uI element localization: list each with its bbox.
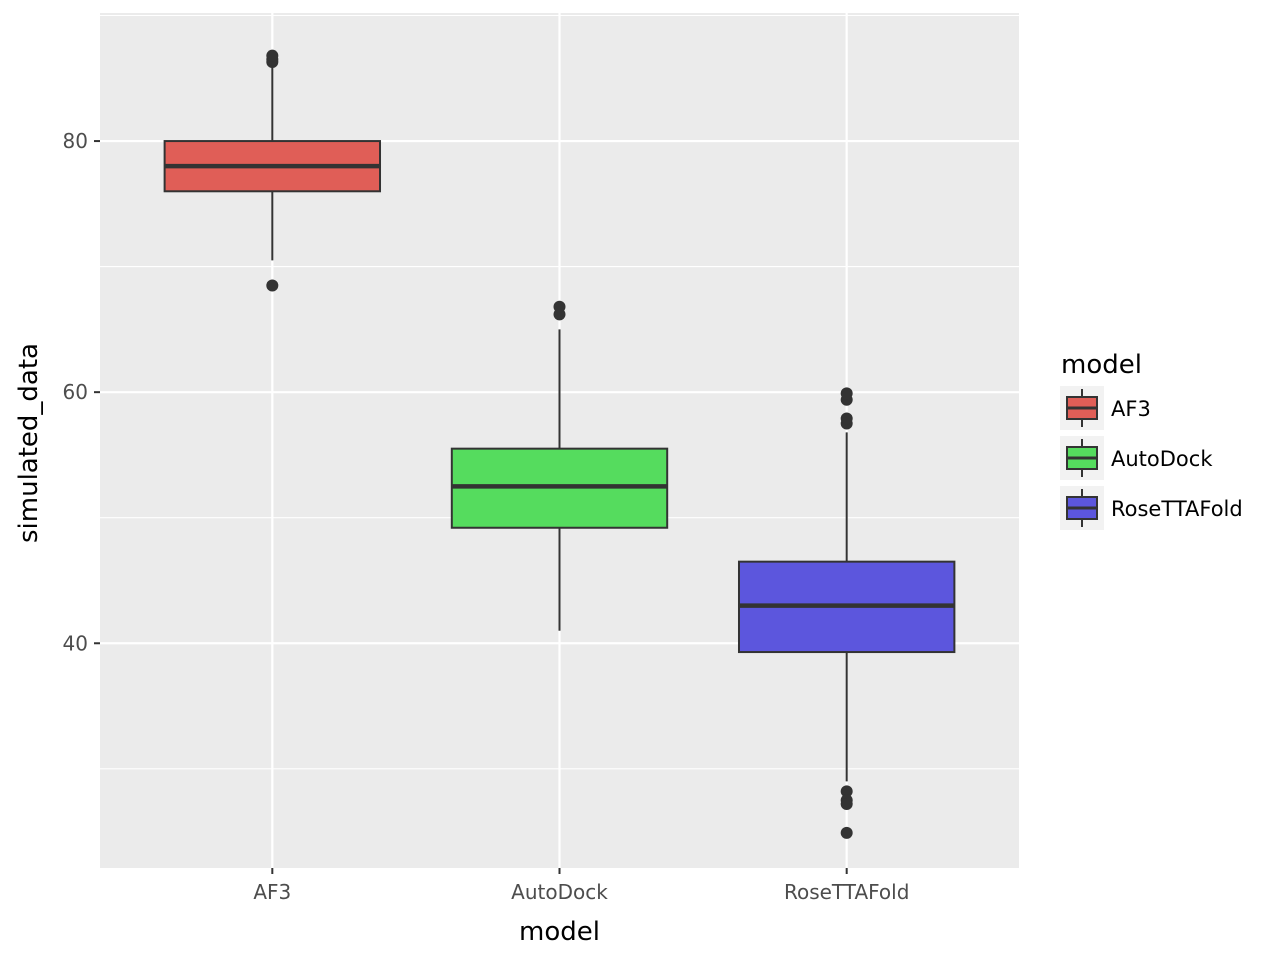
x-axis-title: model: [519, 917, 600, 947]
boxes-layer: [163, 49, 956, 839]
box-af3: [163, 49, 382, 292]
x-tick-label: RoseTTAFold: [784, 880, 909, 904]
y-axis: 40 60 80: [63, 129, 100, 655]
y-tick-label: 40: [63, 631, 88, 655]
legend-label: AutoDock: [1111, 447, 1213, 471]
box-autodock: [450, 300, 669, 631]
box-rosettafold: [737, 387, 956, 839]
outlier-point: [840, 785, 853, 798]
outlier-point: [840, 412, 853, 425]
legend-label: AF3: [1111, 397, 1151, 421]
legend-title: model: [1061, 350, 1142, 380]
x-tick-label: AutoDock: [511, 880, 608, 904]
x-tick-label: AF3: [253, 880, 291, 904]
legend-key-autodock: [1060, 436, 1104, 480]
x-axis: AF3 AutoDock RoseTTAFold: [253, 868, 909, 904]
legend-label: RoseTTAFold: [1111, 497, 1243, 521]
outlier-point: [840, 797, 853, 810]
outlier-point: [266, 49, 279, 62]
legend: model AF3 AutoDock RoseTTAFold: [1060, 350, 1243, 530]
outlier-point: [840, 826, 853, 839]
legend-key-af3: [1060, 386, 1104, 430]
legend-key-rosettafold: [1060, 486, 1104, 530]
y-tick-label: 60: [63, 380, 88, 404]
outlier-point: [266, 279, 279, 292]
outlier-point: [553, 300, 566, 313]
y-axis-title: simulated_data: [14, 343, 44, 543]
y-tick-label: 80: [63, 129, 88, 153]
outlier-point: [840, 387, 853, 400]
